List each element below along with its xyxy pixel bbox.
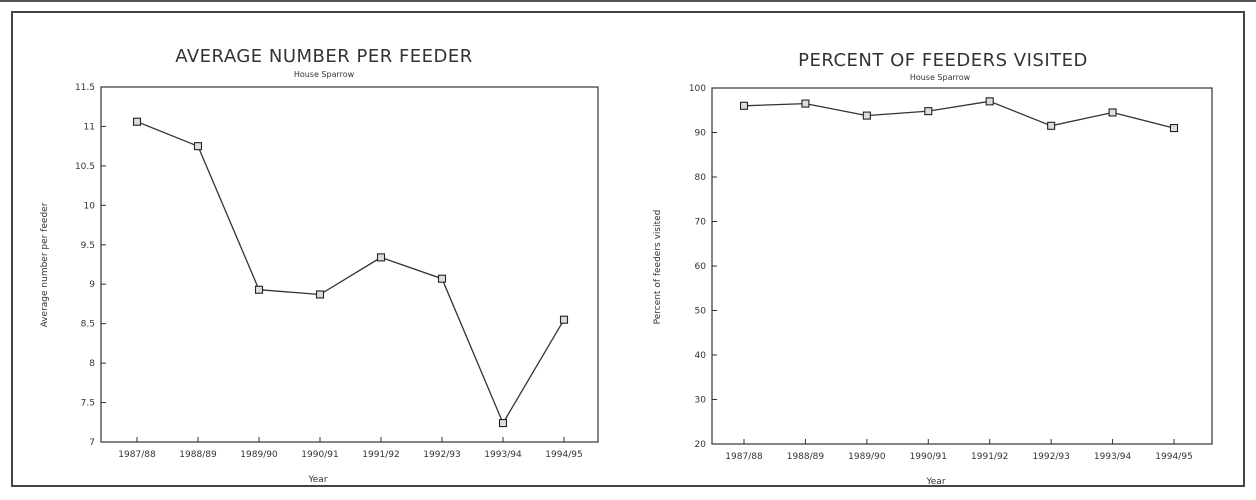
x-tick-label: 1987/88 — [725, 452, 763, 462]
series-group — [739, 97, 1179, 133]
x-tick-label: 1988/89 — [787, 452, 825, 462]
top-edge-line — [0, 0, 1256, 2]
data-point-marker — [559, 315, 569, 324]
y-tick-label: 11.5 — [75, 83, 95, 93]
y-tick-label: 70 — [695, 218, 707, 228]
y-tick-label: 7.5 — [81, 399, 95, 409]
data-point-marker — [1169, 124, 1179, 133]
y-tick-label: 100 — [689, 84, 706, 94]
data-point-marker — [924, 107, 933, 116]
y-tick-label: 11 — [84, 122, 95, 132]
data-point-marker — [801, 99, 810, 108]
data-point-marker — [437, 274, 447, 283]
x-tick-label: 1991/92 — [971, 452, 1008, 462]
x-tick-label: 1991/92 — [362, 450, 399, 460]
x-axis-label: Year — [925, 477, 945, 487]
y-axis-label: Average number per feeder — [40, 202, 50, 327]
data-point-marker — [985, 97, 994, 106]
y-tick-label: 40 — [695, 351, 707, 361]
x-axis-label: Year — [307, 475, 327, 485]
y-tick-label: 20 — [695, 440, 707, 450]
y-tick-label: 9.5 — [81, 241, 95, 251]
data-point-marker — [1047, 121, 1056, 130]
x-tick-label: 1994/95 — [1155, 452, 1192, 462]
average-number-chart: AVERAGE NUMBER PER FEEDER House Sparrow … — [40, 46, 599, 485]
y-tick-label: 10 — [84, 201, 96, 211]
x-ticks: 1987/88 1988/89 1989/90 1990/91 1991/92 1992/… — [118, 437, 583, 460]
data-point-marker — [254, 285, 264, 294]
x-tick-label: 1993/94 — [1094, 452, 1132, 462]
y-tick-label: 30 — [695, 396, 707, 406]
y-tick-label: 8 — [89, 359, 95, 369]
x-tick-label: 1988/89 — [179, 450, 217, 460]
chart-title: AVERAGE NUMBER PER FEEDER — [175, 46, 473, 67]
x-tick-label: 1987/88 — [118, 450, 156, 460]
x-tick-label: 1992/93 — [1032, 452, 1069, 462]
chart-subtitle: House Sparrow — [910, 73, 971, 82]
series-line — [743, 100, 1175, 129]
x-tick-label: 1990/91 — [910, 452, 947, 462]
x-tick-label: 1993/94 — [484, 450, 522, 460]
y-tick-label: 60 — [695, 262, 707, 272]
data-point-marker — [132, 117, 142, 126]
data-point-marker — [862, 111, 871, 120]
plot-area — [100, 86, 599, 443]
data-point-marker — [193, 142, 203, 151]
x-tick-label: 1990/91 — [301, 450, 338, 460]
y-tick-label: 7 — [89, 438, 95, 448]
series-line — [136, 121, 565, 425]
y-tick-label: 80 — [695, 173, 707, 183]
y-tick-label: 10.5 — [75, 162, 95, 172]
data-point-marker — [1108, 108, 1117, 117]
data-point-marker — [315, 290, 325, 299]
x-tick-label: 1989/90 — [848, 452, 886, 462]
x-ticks: 1987/88 1988/89 1989/90 1990/91 1991/92 1992/… — [725, 439, 1193, 462]
y-ticks: 7 7.5 8 8.5 9 9.5 10 10.5 11 11.5 — [75, 83, 106, 448]
series-group — [132, 117, 569, 428]
x-tick-label: 1989/90 — [240, 450, 278, 460]
x-tick-label: 1994/95 — [545, 450, 582, 460]
y-tick-label: 50 — [695, 307, 707, 317]
figure-frame — [11, 11, 1245, 487]
data-point-marker — [739, 101, 749, 110]
chart-subtitle: House Sparrow — [294, 70, 355, 79]
y-tick-label: 8.5 — [81, 320, 95, 330]
x-tick-label: 1992/93 — [423, 450, 460, 460]
data-point-marker — [498, 419, 508, 428]
y-tick-label: 9 — [89, 280, 95, 290]
data-point-marker — [376, 253, 386, 262]
y-ticks: 20 30 40 50 60 70 80 90 100 — [689, 84, 717, 450]
chart-title: PERCENT OF FEEDERS VISITED — [798, 50, 1088, 71]
y-axis-label: Percent of feeders visited — [653, 210, 663, 325]
y-tick-label: 90 — [695, 129, 707, 139]
plot-area — [711, 87, 1213, 445]
